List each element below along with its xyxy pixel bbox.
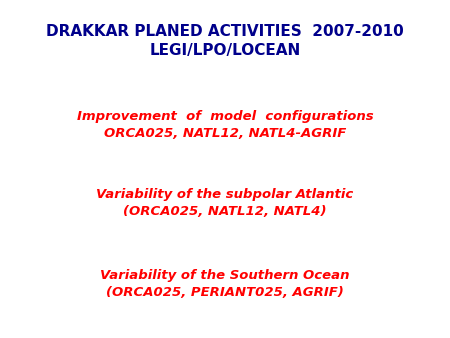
Text: Variability of the subpolar Atlantic
(ORCA025, NATL12, NATL4): Variability of the subpolar Atlantic (OR… [96,188,354,218]
Text: Improvement  of  model  configurations
ORCA025, NATL12, NATL4-AGRIF: Improvement of model configurations ORCA… [76,110,373,140]
Text: Variability of the Southern Ocean
(ORCA025, PERIANT025, AGRIF): Variability of the Southern Ocean (ORCA0… [100,269,350,299]
Text: DRAKKAR PLANED ACTIVITIES  2007-2010
LEGI/LPO/LOCEAN: DRAKKAR PLANED ACTIVITIES 2007-2010 LEGI… [46,24,404,58]
